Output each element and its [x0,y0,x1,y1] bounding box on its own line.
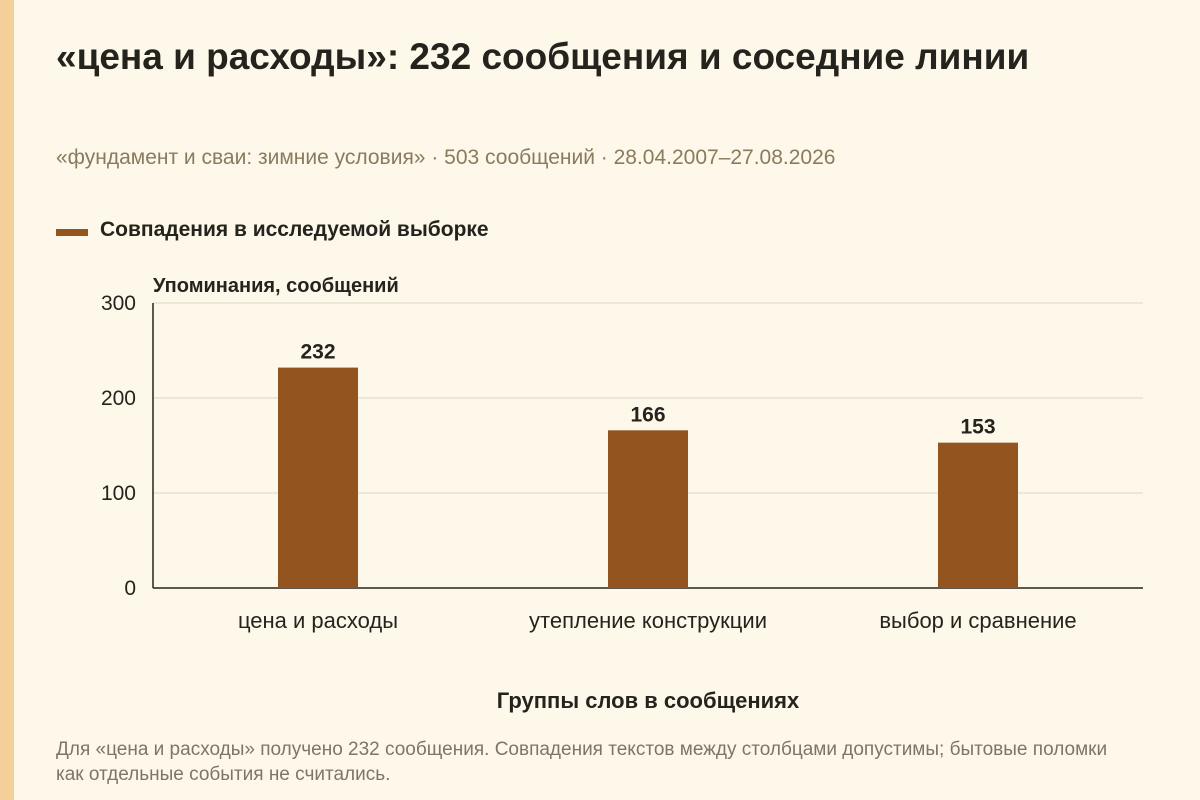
bar [278,367,358,588]
bar-value-label: 232 [300,341,335,364]
bar-value-label: 166 [630,403,665,426]
x-tick-label: выбор и сравнение [879,608,1076,633]
chart-title: «цена и расходы»: 232 сообщения и соседн… [56,36,1030,77]
y-tick-label: 200 [101,387,136,410]
x-tick-label: утепление конструкции [529,608,767,633]
legend-label: Совпадения в исследуемой выборке [100,218,489,241]
y-tick-label: 0 [124,577,136,600]
y-tick-label: 300 [101,292,136,315]
bar [938,442,1018,588]
bar [608,430,688,588]
chart-subtitle: «фундамент и сваи: зимние условия» · 503… [56,146,836,169]
bar-value-label: 153 [960,416,995,439]
bars [278,367,1018,588]
y-tick-label: 100 [101,482,136,505]
y-axis-title: Упоминания, сообщений [153,275,399,297]
accent-stripe [0,0,14,800]
legend-swatch [56,228,88,236]
x-tick-label: цена и расходы [238,608,398,633]
footnote: Для «цена и расходы» получено 232 сообще… [56,739,1108,785]
legend: Совпадения в исследуемой выборке [56,218,489,242]
labels: 0 100 200 300 Упоминания, сообщений 232 цена и… [101,275,1077,713]
x-axis-title: Группы слов в сообщениях [497,688,800,713]
